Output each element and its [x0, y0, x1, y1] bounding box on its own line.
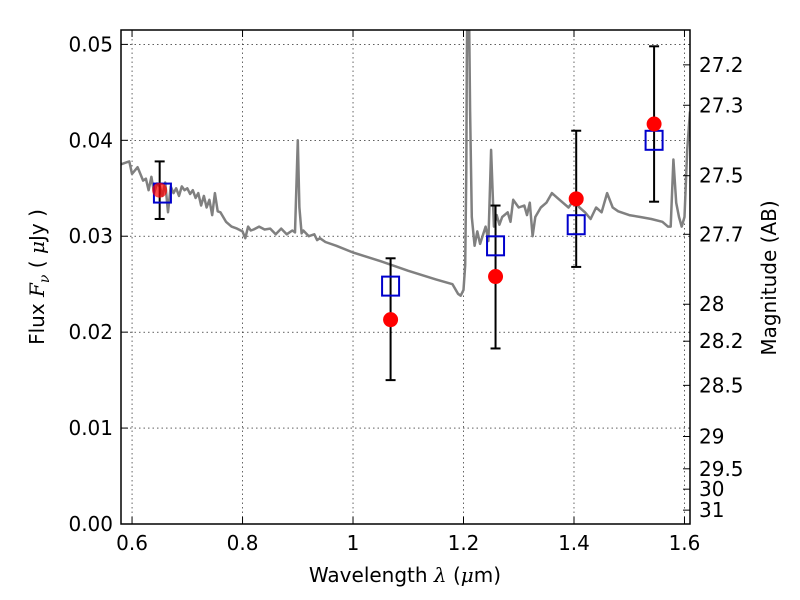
y-tick-label: 0.02: [68, 320, 113, 344]
model-square: [486, 235, 506, 257]
ticks-layer: 0.6 0.8 1 1.2 1.4 1.6 0.00 0.01 0.02 0.03 0.04 0.05…: [68, 30, 744, 555]
y-tick-label: 0.03: [68, 224, 113, 248]
y-axis-title-open: (: [25, 254, 49, 275]
model-square: [381, 275, 401, 297]
x-axis-title-unit: m): [474, 563, 501, 587]
y2-tick-label: 27.5: [699, 164, 744, 188]
x-tick-label: 1.4: [558, 531, 590, 555]
errorbar-layer: [154, 45, 660, 382]
y2-tick-label: 27.2: [699, 53, 744, 77]
y2-axis-title: Magnitude (AB): [757, 200, 781, 355]
y2-tick-label: 28.2: [699, 329, 744, 353]
y-axis-title-symbol: F: [25, 282, 49, 298]
y-tick-label: 0.05: [68, 32, 113, 56]
y-tick-label: 0.04: [68, 128, 113, 152]
observed-point: [568, 191, 584, 207]
y-tick-label: 0.00: [68, 512, 113, 536]
y-axis-title-mu: μ: [25, 241, 49, 254]
observed-point: [646, 116, 662, 132]
y-axis-title-subscript: ν: [37, 274, 53, 283]
y2-tick-label: 30: [699, 477, 724, 501]
y2-tick-label: 28.5: [699, 373, 744, 397]
x-tick-label: 1.6: [669, 531, 701, 555]
x-axis-title-open: (: [447, 563, 461, 587]
observed-point: [488, 269, 504, 285]
x-tick-label: 1: [347, 531, 360, 555]
model-square: [566, 214, 586, 236]
observed-point: [152, 182, 168, 198]
x-axis-title: Wavelength λ (μm): [309, 563, 501, 587]
x-tick-label: 1.2: [448, 531, 480, 555]
y-tick-label: 0.01: [68, 416, 113, 440]
y2-tick-label: 31: [699, 498, 724, 522]
y-axis-title-unit: Jy ): [25, 209, 49, 243]
y2-tick-label: 29: [699, 425, 724, 449]
points-layer: [152, 116, 664, 328]
y2-tick-label: 27.7: [699, 222, 744, 246]
y2-tick-label: 28: [699, 292, 724, 316]
spectrum-layer: [121, 30, 690, 297]
y2-tick-label: 27.3: [699, 93, 744, 117]
x-tick-label: 0.6: [116, 531, 148, 555]
grid: [121, 30, 690, 525]
x-axis-title-prefix: Wavelength: [309, 563, 434, 587]
x-axis-title-mu: μ: [461, 563, 474, 587]
x-tick-label: 0.8: [227, 531, 259, 555]
spectrum-line: [121, 30, 690, 297]
y-axis-title-prefix: Flux: [25, 297, 49, 345]
x-axis-title-symbol: λ: [433, 563, 447, 587]
plot-frame: [120, 29, 691, 525]
y2-tick-label: 29.5: [699, 457, 744, 481]
observed-point: [383, 312, 399, 328]
y-axis-title: Flux Fν ( μJy ): [25, 209, 53, 345]
